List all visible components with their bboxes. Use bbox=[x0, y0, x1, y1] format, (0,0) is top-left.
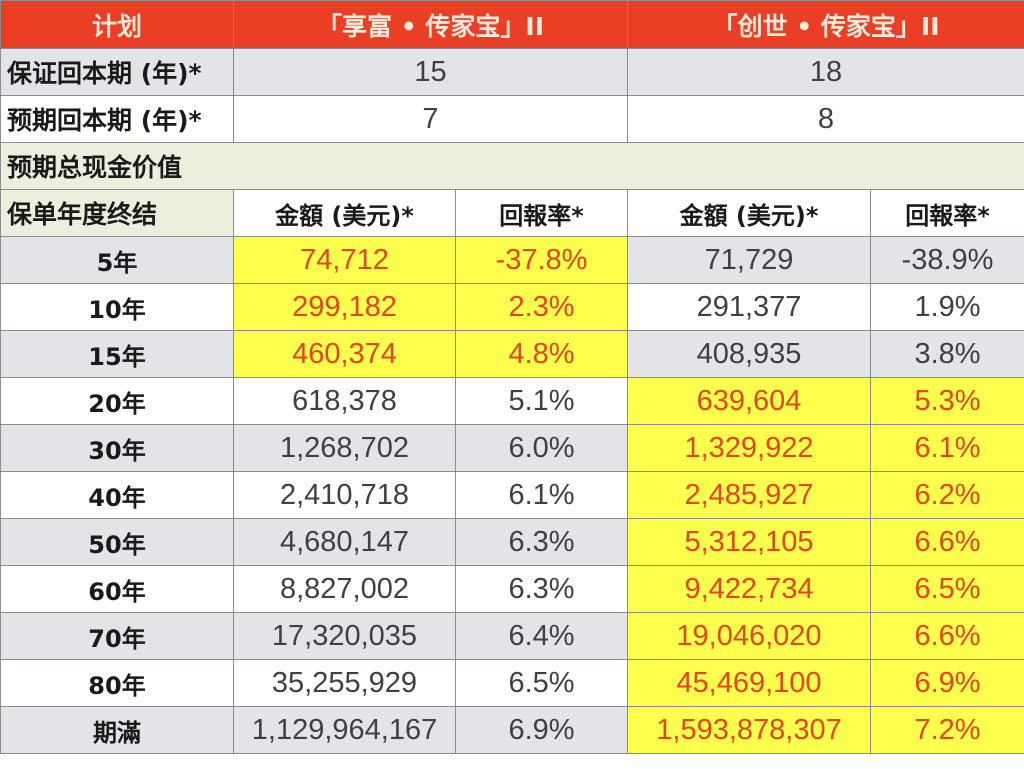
guaranteed-breakeven-row: 保证回本期 (年)* 15 18 bbox=[0, 48, 1024, 96]
table-row: 70年 17,320,035 6.4% 19,046,020 6.6% bbox=[0, 612, 1024, 660]
table-row: 40年 2,410,718 6.1% 2,485,927 6.2% bbox=[0, 471, 1024, 519]
amount-b-cell: 1,329,922 bbox=[627, 424, 871, 472]
return-a-cell: 4.8% bbox=[455, 330, 628, 378]
table-row: 15年 460,374 4.8% 408,935 3.8% bbox=[0, 330, 1024, 378]
table-row: 50年 4,680,147 6.3% 5,312,105 6.6% bbox=[0, 518, 1024, 566]
return-b-cell: 6.2% bbox=[870, 471, 1024, 519]
amount-b-cell: 408,935 bbox=[627, 330, 871, 378]
return-b-cell: 6.6% bbox=[870, 518, 1024, 566]
amount-a-cell: 1,268,702 bbox=[233, 424, 456, 472]
table-row: 20年 618,378 5.1% 639,604 5.3% bbox=[0, 377, 1024, 425]
section-title: 预期总现金价值 bbox=[0, 142, 1024, 190]
amount-a-cell: 4,680,147 bbox=[233, 518, 456, 566]
return-a-cell: 6.9% bbox=[455, 706, 628, 754]
amount-a-cell: 17,320,035 bbox=[233, 612, 456, 660]
amount-a-cell: 618,378 bbox=[233, 377, 456, 425]
subheader-year-end: 保单年度终结 bbox=[0, 189, 234, 237]
subheader-amount-b: 金額 (美元)* bbox=[627, 189, 871, 237]
return-b-cell: 6.1% bbox=[870, 424, 1024, 472]
table-row: 80年 35,255,929 6.5% 45,469,100 6.9% bbox=[0, 659, 1024, 707]
year-cell: 10年 bbox=[0, 283, 234, 331]
guaranteed-breakeven-plan-b: 18 bbox=[627, 48, 1024, 96]
table-row: 30年 1,268,702 6.0% 1,329,922 6.1% bbox=[0, 424, 1024, 472]
amount-a-cell: 74,712 bbox=[233, 236, 456, 284]
header-plan-label: 计划 bbox=[0, 0, 234, 49]
expected-breakeven-label: 预期回本期 (年)* bbox=[0, 95, 234, 143]
year-cell: 5年 bbox=[0, 236, 234, 284]
subheader-return-b: 回報率* bbox=[870, 189, 1024, 237]
guaranteed-breakeven-label: 保证回本期 (年)* bbox=[0, 48, 234, 96]
expected-breakeven-row: 预期回本期 (年)* 7 8 bbox=[0, 95, 1024, 143]
subheader-amount-a: 金額 (美元)* bbox=[233, 189, 456, 237]
amount-b-cell: 45,469,100 bbox=[627, 659, 871, 707]
return-a-cell: 6.3% bbox=[455, 518, 628, 566]
amount-a-cell: 299,182 bbox=[233, 283, 456, 331]
amount-a-cell: 35,255,929 bbox=[233, 659, 456, 707]
year-cell: 30年 bbox=[0, 424, 234, 472]
table-row: 5年 74,712 -37.8% 71,729 -38.9% bbox=[0, 236, 1024, 284]
return-b-cell: 6.5% bbox=[870, 565, 1024, 613]
year-cell: 期滿 bbox=[0, 706, 234, 754]
return-a-cell: 6.1% bbox=[455, 471, 628, 519]
return-a-cell: -37.8% bbox=[455, 236, 628, 284]
return-a-cell: 2.3% bbox=[455, 283, 628, 331]
return-b-cell: 5.3% bbox=[870, 377, 1024, 425]
return-a-cell: 6.0% bbox=[455, 424, 628, 472]
return-a-cell: 6.4% bbox=[455, 612, 628, 660]
year-cell: 15年 bbox=[0, 330, 234, 378]
header-plan-b: 「创世 • 传家宝」II bbox=[627, 0, 1024, 49]
return-b-cell: -38.9% bbox=[870, 236, 1024, 284]
amount-b-cell: 1,593,878,307 bbox=[627, 706, 871, 754]
header-plan-a: 「享富 • 传家宝」II bbox=[233, 0, 628, 49]
return-b-cell: 7.2% bbox=[870, 706, 1024, 754]
amount-a-cell: 460,374 bbox=[233, 330, 456, 378]
amount-b-cell: 71,729 bbox=[627, 236, 871, 284]
subheader-row: 保单年度终结 金額 (美元)* 回報率* 金額 (美元)* 回報率* bbox=[0, 189, 1024, 237]
year-cell: 70年 bbox=[0, 612, 234, 660]
subheader-return-a: 回報率* bbox=[455, 189, 628, 237]
return-b-cell: 1.9% bbox=[870, 283, 1024, 331]
amount-b-cell: 639,604 bbox=[627, 377, 871, 425]
year-cell: 50年 bbox=[0, 518, 234, 566]
amount-b-cell: 291,377 bbox=[627, 283, 871, 331]
amount-a-cell: 8,827,002 bbox=[233, 565, 456, 613]
return-a-cell: 6.5% bbox=[455, 659, 628, 707]
table-row: 60年 8,827,002 6.3% 9,422,734 6.5% bbox=[0, 565, 1024, 613]
return-b-cell: 6.9% bbox=[870, 659, 1024, 707]
guaranteed-breakeven-plan-a: 15 bbox=[233, 48, 628, 96]
amount-b-cell: 9,422,734 bbox=[627, 565, 871, 613]
return-b-cell: 6.6% bbox=[870, 612, 1024, 660]
expected-breakeven-plan-b: 8 bbox=[627, 95, 1024, 143]
expected-breakeven-plan-a: 7 bbox=[233, 95, 628, 143]
return-b-cell: 3.8% bbox=[870, 330, 1024, 378]
table-row: 10年 299,182 2.3% 291,377 1.9% bbox=[0, 283, 1024, 331]
table-header-row: 计划 「享富 • 传家宝」II 「创世 • 传家宝」II bbox=[0, 0, 1024, 49]
year-cell: 80年 bbox=[0, 659, 234, 707]
amount-b-cell: 5,312,105 bbox=[627, 518, 871, 566]
table-row: 期滿 1,129,964,167 6.9% 1,593,878,307 7.2% bbox=[0, 706, 1024, 754]
year-cell: 20年 bbox=[0, 377, 234, 425]
year-cell: 40年 bbox=[0, 471, 234, 519]
year-cell: 60年 bbox=[0, 565, 234, 613]
return-a-cell: 5.1% bbox=[455, 377, 628, 425]
amount-b-cell: 2,485,927 bbox=[627, 471, 871, 519]
return-a-cell: 6.3% bbox=[455, 565, 628, 613]
data-rows: 5年 74,712 -37.8% 71,729 -38.9% 10年 299,182 2.3%… bbox=[0, 236, 1024, 754]
section-title-row: 预期总现金价值 bbox=[0, 142, 1024, 190]
amount-a-cell: 1,129,964,167 bbox=[233, 706, 456, 754]
amount-b-cell: 19,046,020 bbox=[627, 612, 871, 660]
amount-a-cell: 2,410,718 bbox=[233, 471, 456, 519]
